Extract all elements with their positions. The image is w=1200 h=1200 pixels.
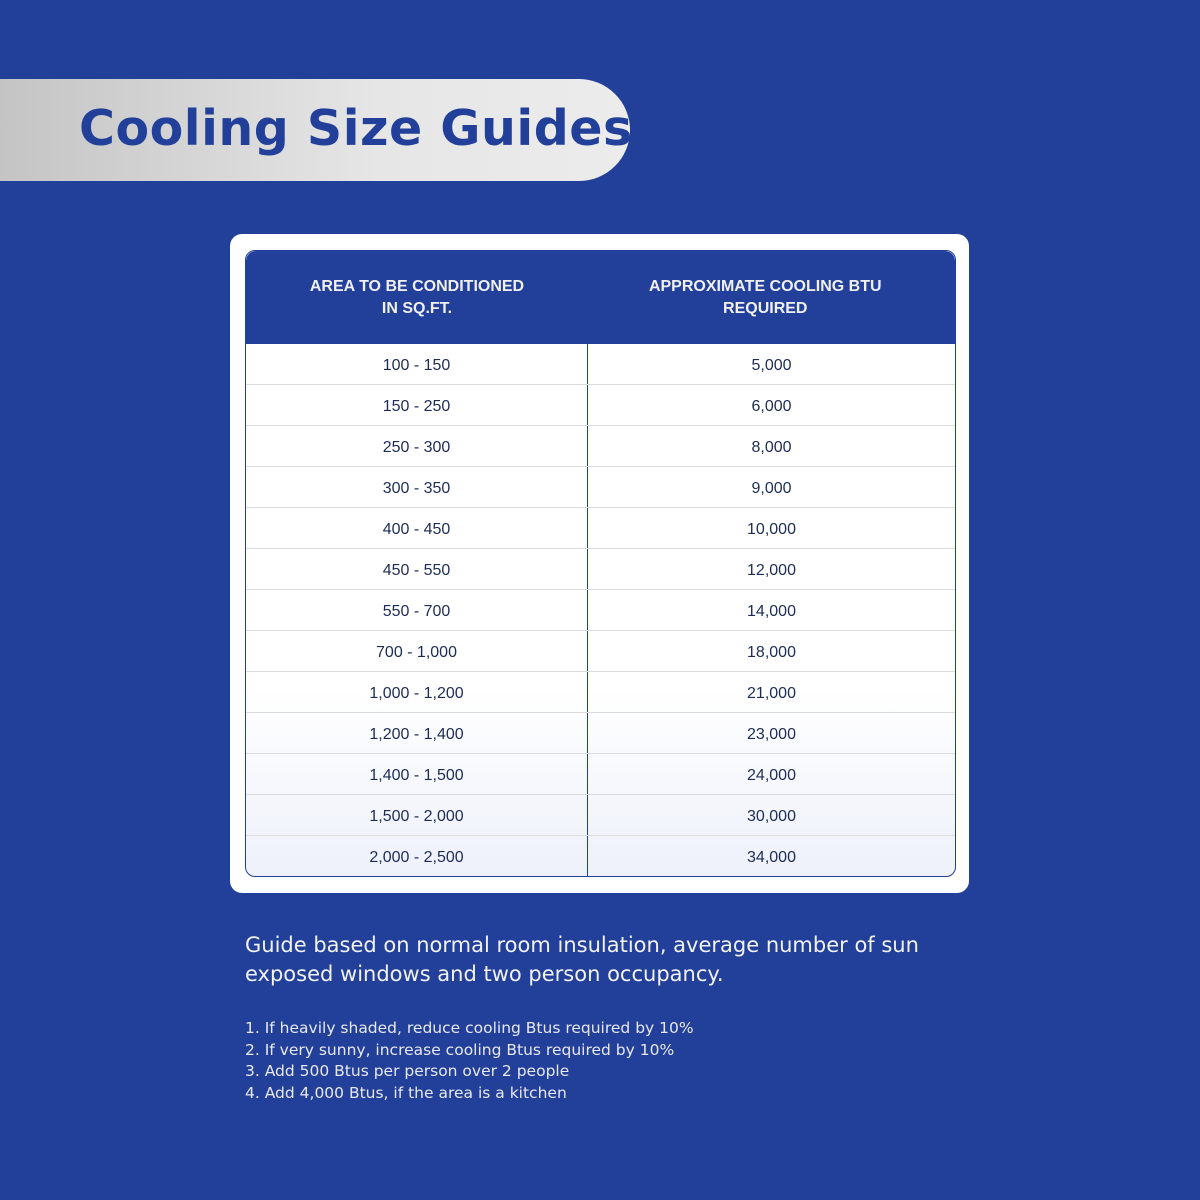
area-cell: 1,200 - 1,400 <box>246 713 588 753</box>
btu-cell: 9,000 <box>751 479 792 497</box>
table-row: 700 - 1,000 18,000 <box>246 631 955 672</box>
table-row: 1,000 - 1,200 21,000 <box>246 672 955 713</box>
table-body: 100 - 150 5,000 150 - 250 6,000 250 - 300 8,0… <box>246 344 955 876</box>
btu-cell: 10,000 <box>747 520 796 538</box>
btu-cell: 8,000 <box>751 438 792 456</box>
table-row: 1,200 - 1,400 23,000 <box>246 713 955 754</box>
btu-cell: 23,000 <box>747 725 796 743</box>
btu-cell: 21,000 <box>747 684 796 702</box>
adjustments-list: 1. If heavily shaded, reduce cooling Btu… <box>245 1018 694 1104</box>
table-row: 150 - 250 6,000 <box>246 385 955 426</box>
header-label: APPROXIMATE COOLING BTU REQUIRED <box>648 277 882 317</box>
list-item: 3. Add 500 Btus per person over 2 people <box>245 1062 570 1080</box>
table-row: 1,500 - 2,000 30,000 <box>246 795 955 836</box>
table-row: 300 - 350 9,000 <box>246 467 955 508</box>
header-label: AREA TO BE CONDITIONED IN SQ.FT. <box>309 277 525 317</box>
list-item: 4. Add 4,000 Btus, if the area is a kitc… <box>245 1083 567 1102</box>
table-row: 1,400 - 1,500 24,000 <box>246 754 955 795</box>
table-header: AREA TO BE CONDITIONED IN SQ.FT. APPROXIM… <box>246 251 955 344</box>
btu-cell: 5,000 <box>751 356 792 374</box>
btu-cell: 6,000 <box>751 397 792 415</box>
area-cell: 550 - 700 <box>246 590 588 630</box>
area-cell: 300 - 350 <box>246 467 588 507</box>
btu-cell: 12,000 <box>747 561 796 579</box>
area-cell: 400 - 450 <box>246 508 588 548</box>
cooling-table: AREA TO BE CONDITIONED IN SQ.FT. APPROXIM… <box>245 250 956 877</box>
area-cell: 100 - 150 <box>246 344 588 384</box>
list-item: 1. If heavily shaded, reduce cooling Btu… <box>245 1019 694 1037</box>
area-cell: 1,000 - 1,200 <box>246 672 588 712</box>
list-item: 2. If very sunny, increase cooling Btus … <box>245 1040 675 1059</box>
header-btu: APPROXIMATE COOLING BTU REQUIRED <box>588 251 943 344</box>
table-row: 450 - 550 12,000 <box>246 549 955 590</box>
btu-cell: 34,000 <box>747 849 796 866</box>
btu-cell: 18,000 <box>747 643 796 661</box>
title-banner <box>0 79 630 181</box>
area-cell: 1,400 - 1,500 <box>246 754 588 794</box>
area-cell: 1,500 - 2,000 <box>246 795 588 835</box>
table-row: 400 - 450 10,000 <box>246 508 955 549</box>
area-cell: 450 - 550 <box>246 549 588 589</box>
btu-cell: 24,000 <box>747 766 796 784</box>
area-cell: 2,000 - 2,500 <box>246 836 588 876</box>
area-cell: 150 - 250 <box>246 385 588 425</box>
area-cell: 700 - 1,000 <box>246 631 588 671</box>
page-title: Cooling Size Guides <box>79 100 633 157</box>
btu-cell: 14,000 <box>747 602 796 620</box>
area-cell: 250 - 300 <box>246 426 588 466</box>
btu-cell: 30,000 <box>747 807 796 825</box>
table-row: 250 - 300 8,000 <box>246 426 955 467</box>
table-row: 2,000 - 2,500 34,000 <box>246 836 955 876</box>
header-area: AREA TO BE CONDITIONED IN SQ.FT. <box>246 251 588 344</box>
table-row: 100 - 150 5,000 <box>246 344 955 385</box>
table-row: 550 - 700 14,000 <box>246 590 955 631</box>
table-card: AREA TO BE CONDITIONED IN SQ.FT. APPROXIM… <box>230 234 969 893</box>
guide-note: Guide based on normal room insulation, a… <box>245 933 919 986</box>
